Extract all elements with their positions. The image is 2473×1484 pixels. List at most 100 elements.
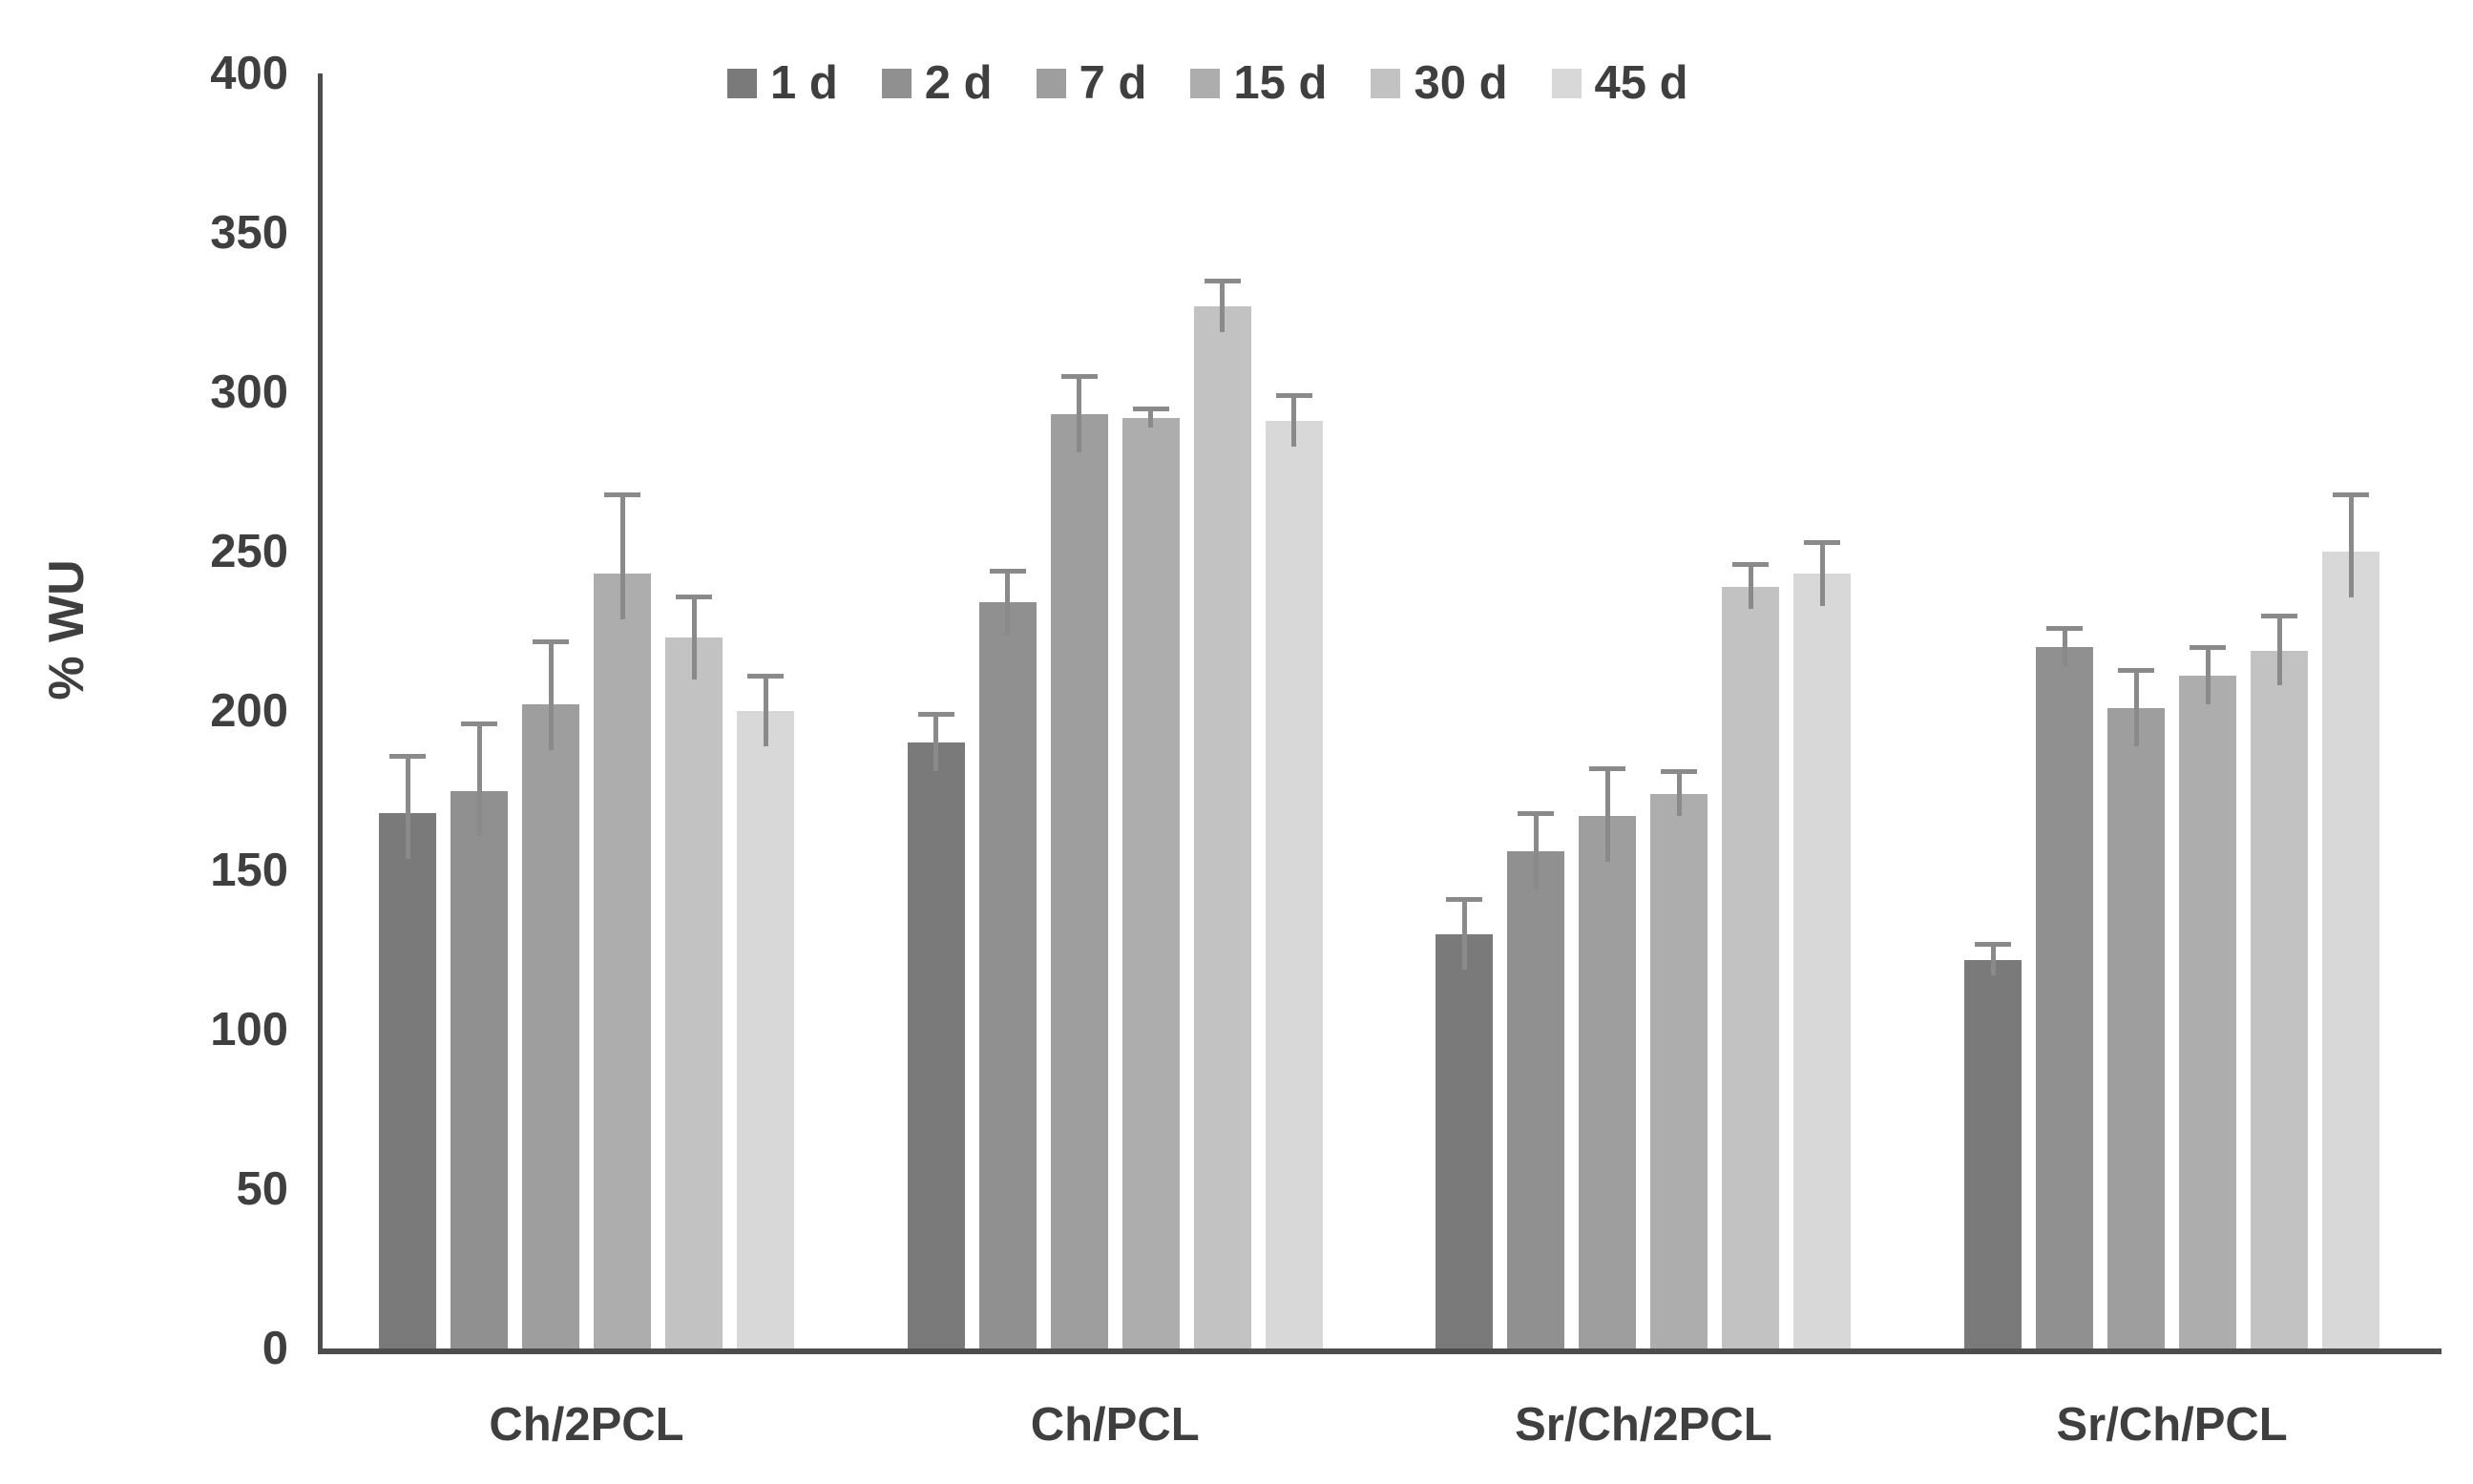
y-axis-line [318,73,323,1352]
legend-swatch [1190,68,1221,98]
bar [522,704,579,1348]
bar [1507,850,1565,1348]
legend-item: 15 d [1190,56,1327,110]
x-axis-label: Ch/PCL [1030,1399,1200,1451]
bar [379,812,436,1348]
legend-label: 30 d [1414,57,1508,109]
error-bar-cap [1518,810,1555,816]
bar [1436,933,1494,1348]
bar [2322,552,2380,1348]
error-bar-stem [1676,771,1682,817]
error-bar-cap [1661,769,1698,775]
x-axis-line [318,1348,2442,1354]
x-axis-label: Ch/2PCL [489,1399,684,1451]
legend-swatch [1036,68,1066,98]
error-bar-cap [747,674,784,679]
error-bar-stem [1291,395,1297,447]
error-bar-cap [1975,941,2012,947]
bar [1579,816,1637,1348]
error-bar-cap [989,569,1026,575]
bar [1650,793,1708,1348]
legend-item: 1 d [727,56,838,110]
error-bar-stem [1148,408,1154,428]
bar [907,742,965,1348]
error-bar-stem [1748,564,1753,610]
legend-swatch [881,68,912,98]
bar [737,711,794,1348]
error-bar-stem [1220,281,1226,332]
bar [2036,647,2094,1348]
error-bar-cap [2046,626,2084,632]
bar [1121,417,1180,1348]
bar [1265,421,1323,1348]
bar [1793,574,1852,1348]
legend-label: 2 d [924,57,993,109]
bar [451,790,508,1348]
y-tick-label: 0 [262,1323,288,1374]
error-bar-cap [1204,279,1241,284]
error-bar-cap [2333,491,2370,497]
error-bar-cap [1804,539,1841,545]
bar [1964,959,2022,1348]
error-bar-cap [676,594,712,599]
error-bar-cap [1132,406,1169,411]
legend-item: 30 d [1371,56,1508,110]
bar [594,574,651,1348]
y-tick-label: 350 [210,207,288,259]
error-bar-stem [2205,647,2211,705]
bar [2107,707,2166,1348]
error-bar-stem [1533,812,1539,890]
legend: 1 d 2 d 7 d 15 d 30 d 45 d [727,55,1688,111]
legend-item: 45 d [1551,56,1688,110]
legend-swatch [727,68,757,98]
error-bar-stem [2348,493,2354,597]
y-tick-label: 300 [210,366,288,418]
y-tick-label: 50 [236,1163,288,1215]
error-bar-cap [1060,374,1098,380]
error-bar-stem [691,596,697,679]
error-bar-stem [2276,615,2282,686]
error-bar-cap [1275,393,1312,399]
error-bar-stem [1005,571,1011,635]
legend-label: 45 d [1594,57,1688,109]
error-bar-cap [1446,897,1483,903]
x-axis-label: Sr/Ch/PCL [2056,1399,2288,1451]
error-bar-cap [2118,667,2155,673]
y-tick-label: 100 [210,1004,288,1056]
bar [2251,650,2309,1348]
y-tick-label: 200 [210,685,288,737]
error-bar-stem [763,676,768,746]
error-bar-stem [1077,376,1082,453]
bar [1193,305,1251,1348]
legend-item: 7 d [1036,56,1147,110]
error-bar-stem [2062,628,2067,667]
legend-swatch [1551,68,1582,98]
y-tick-label: 150 [210,845,288,896]
error-bar-cap [2261,613,2298,618]
error-bar-cap [533,638,569,644]
bar [978,602,1037,1348]
error-bar-cap [604,491,640,497]
error-bar-cap [2190,645,2227,651]
error-bar-cap [1732,562,1770,568]
legend-label: 15 d [1233,57,1328,109]
error-bar-cap [1589,766,1626,772]
error-bar-cap [917,712,954,718]
bar [665,637,723,1348]
legend-label: 7 d [1079,57,1147,109]
error-bar-stem [476,723,482,837]
bar [1050,414,1108,1348]
error-bar-stem [2133,669,2139,746]
error-bar-stem [1461,899,1467,970]
y-axis-title: % WU [39,559,94,700]
legend-item: 2 d [881,56,993,110]
error-bar-stem [933,714,939,772]
legend-swatch [1371,68,1401,98]
legend-label: 1 d [770,57,838,109]
error-bar-stem [619,493,625,620]
error-bar-stem [1819,541,1825,606]
error-bar-stem [405,755,410,859]
error-bar-cap [389,753,426,759]
x-axis-label: Sr/Ch/2PCL [1515,1399,1772,1451]
